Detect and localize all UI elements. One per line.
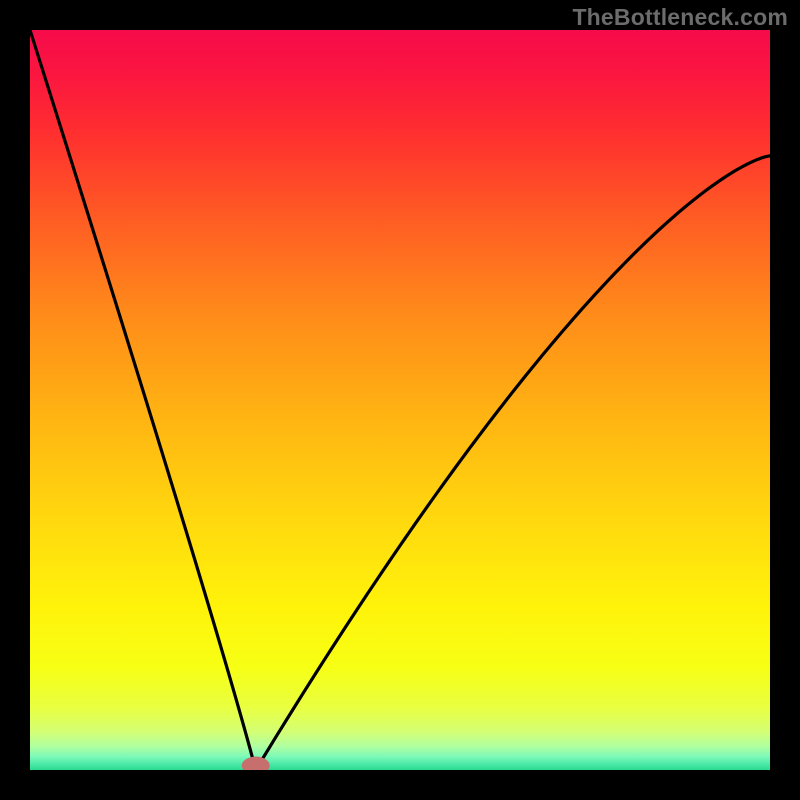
plot-background (30, 30, 770, 770)
bottleneck-chart (30, 30, 770, 770)
watermark-text: TheBottleneck.com (572, 4, 788, 31)
figure-frame: TheBottleneck.com (0, 0, 800, 800)
